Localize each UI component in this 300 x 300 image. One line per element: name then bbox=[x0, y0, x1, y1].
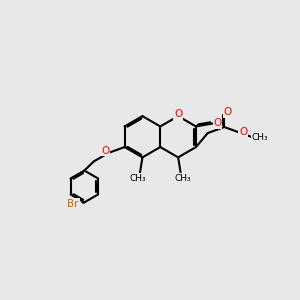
Text: CH₃: CH₃ bbox=[252, 133, 268, 142]
Text: O: O bbox=[101, 146, 109, 155]
Text: O: O bbox=[174, 109, 182, 119]
Text: O: O bbox=[213, 118, 222, 128]
Text: CH₃: CH₃ bbox=[174, 174, 191, 183]
Text: O: O bbox=[239, 127, 247, 137]
Text: CH₃: CH₃ bbox=[130, 174, 146, 183]
Text: O: O bbox=[224, 107, 232, 117]
Text: Br: Br bbox=[68, 199, 79, 208]
